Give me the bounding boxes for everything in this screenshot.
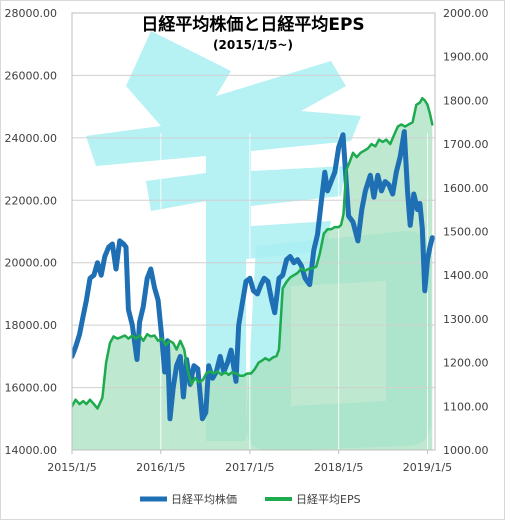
y-right-tick-label: 1500.00 xyxy=(443,226,489,239)
x-tick-label: 2017/1/5 xyxy=(225,461,274,474)
y-left-tick-label: 16000.00 xyxy=(5,382,58,395)
legend-label-price: 日経平均株価 xyxy=(171,492,237,506)
y-right-tick-label: 1100.00 xyxy=(443,400,489,413)
y-right-tick-label: 1600.00 xyxy=(443,182,489,195)
chart-subtitle: (2015/1/5~) xyxy=(213,38,293,52)
series-line-eps xyxy=(72,96,434,410)
y-left-tick-label: 26000.00 xyxy=(5,69,58,82)
y-right-tick-label: 1200.00 xyxy=(443,357,489,370)
gridlines xyxy=(72,74,435,389)
y-right-tick-label: 1700.00 xyxy=(443,138,489,151)
y-right-tick-label: 1900.00 xyxy=(443,51,489,64)
y-right-tick-label: 1400.00 xyxy=(443,269,489,282)
y-left-tick-label: 18000.00 xyxy=(5,319,58,332)
y-left-tick-label: 22000.00 xyxy=(5,194,58,207)
watermark-shape xyxy=(86,31,361,441)
chart-title: 日経平均株価と日経平均EPS xyxy=(141,14,364,35)
y-left-tick-label: 20000.00 xyxy=(5,257,58,270)
series-line-price xyxy=(72,129,435,422)
y-right-tick-label: 1000.00 xyxy=(443,444,489,457)
x-tick-label: 2019/1/5 xyxy=(403,461,452,474)
y-right-tick-label: 1800.00 xyxy=(443,94,489,107)
y-left-tick-label: 28000.00 xyxy=(5,7,58,20)
legend-label-eps: 日経平均EPS xyxy=(296,493,361,506)
y-left-tick-label: 14000.00 xyxy=(5,444,58,457)
x-tick-label: 2018/1/5 xyxy=(314,461,363,474)
y-right-tick-label: 2000.00 xyxy=(443,7,489,20)
y-right-tick-label: 1300.00 xyxy=(443,313,489,326)
x-tick-label: 2015/1/5 xyxy=(47,461,96,474)
y-left-tick-label: 24000.00 xyxy=(5,132,58,145)
plot-area-border xyxy=(71,12,436,451)
legend: 日経平均株価 日経平均EPS xyxy=(140,492,361,506)
x-tick-label: 2016/1/5 xyxy=(136,461,185,474)
